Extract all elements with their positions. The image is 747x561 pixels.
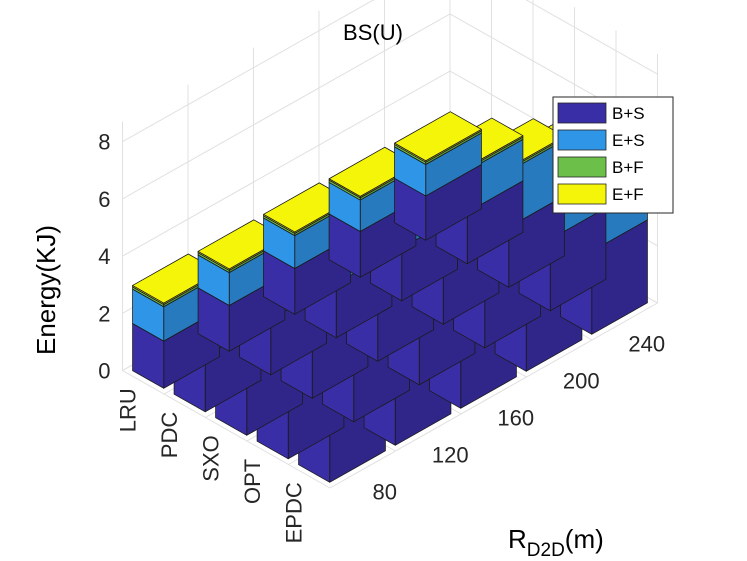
scheme-tick-label: PDC	[157, 412, 182, 459]
bars	[132, 106, 648, 483]
x-axis-label-sub: D2D	[527, 540, 565, 561]
bar-top	[394, 111, 482, 162]
legend-label: E+F	[612, 185, 644, 204]
legend: B+S E+S B+F E+F	[552, 96, 674, 214]
scheme-tick-label: LRU	[115, 388, 140, 432]
x-axis-label: RD2D(m)	[508, 524, 604, 561]
grid-line	[122, 0, 658, 143]
scheme-tick-label: EPDC	[281, 482, 306, 543]
legend-label: E+S	[612, 131, 645, 150]
distance-tick-label: 160	[497, 406, 534, 431]
grid-line	[122, 13, 658, 200]
x-axis-label-unit: (m)	[565, 524, 604, 554]
legend-label: B+F	[612, 158, 644, 177]
legend-swatch	[557, 156, 607, 178]
grid-line	[122, 370, 331, 489]
z-axis-label: Energy(KJ)	[31, 225, 61, 355]
z-tick-label: 2	[98, 301, 110, 326]
distance-tick-label: 200	[563, 369, 600, 394]
distance-tick-label: 120	[432, 443, 469, 468]
legend-swatch	[557, 102, 607, 124]
z-tick-label: 6	[98, 187, 110, 212]
scheme-tick-label: SXO	[198, 435, 223, 481]
ticks: 0 2 4 6 8 LRU PDC SXO OPT EPDC 240 200 160 120 80	[98, 130, 665, 544]
legend-swatch	[557, 183, 607, 205]
z-tick-label: 8	[98, 130, 110, 155]
distance-tick-label: 240	[628, 332, 665, 357]
legend-swatch	[557, 129, 607, 151]
chart-title: BS(U)	[343, 20, 403, 45]
z-tick-label: 4	[98, 244, 110, 269]
scheme-tick-label: OPT	[240, 459, 265, 504]
distance-tick-label: 80	[373, 480, 397, 505]
grid-line	[329, 302, 658, 489]
x-axis-label-main: R	[508, 524, 527, 554]
legend-label: B+S	[612, 104, 645, 123]
z-tick-label: 0	[98, 359, 110, 384]
